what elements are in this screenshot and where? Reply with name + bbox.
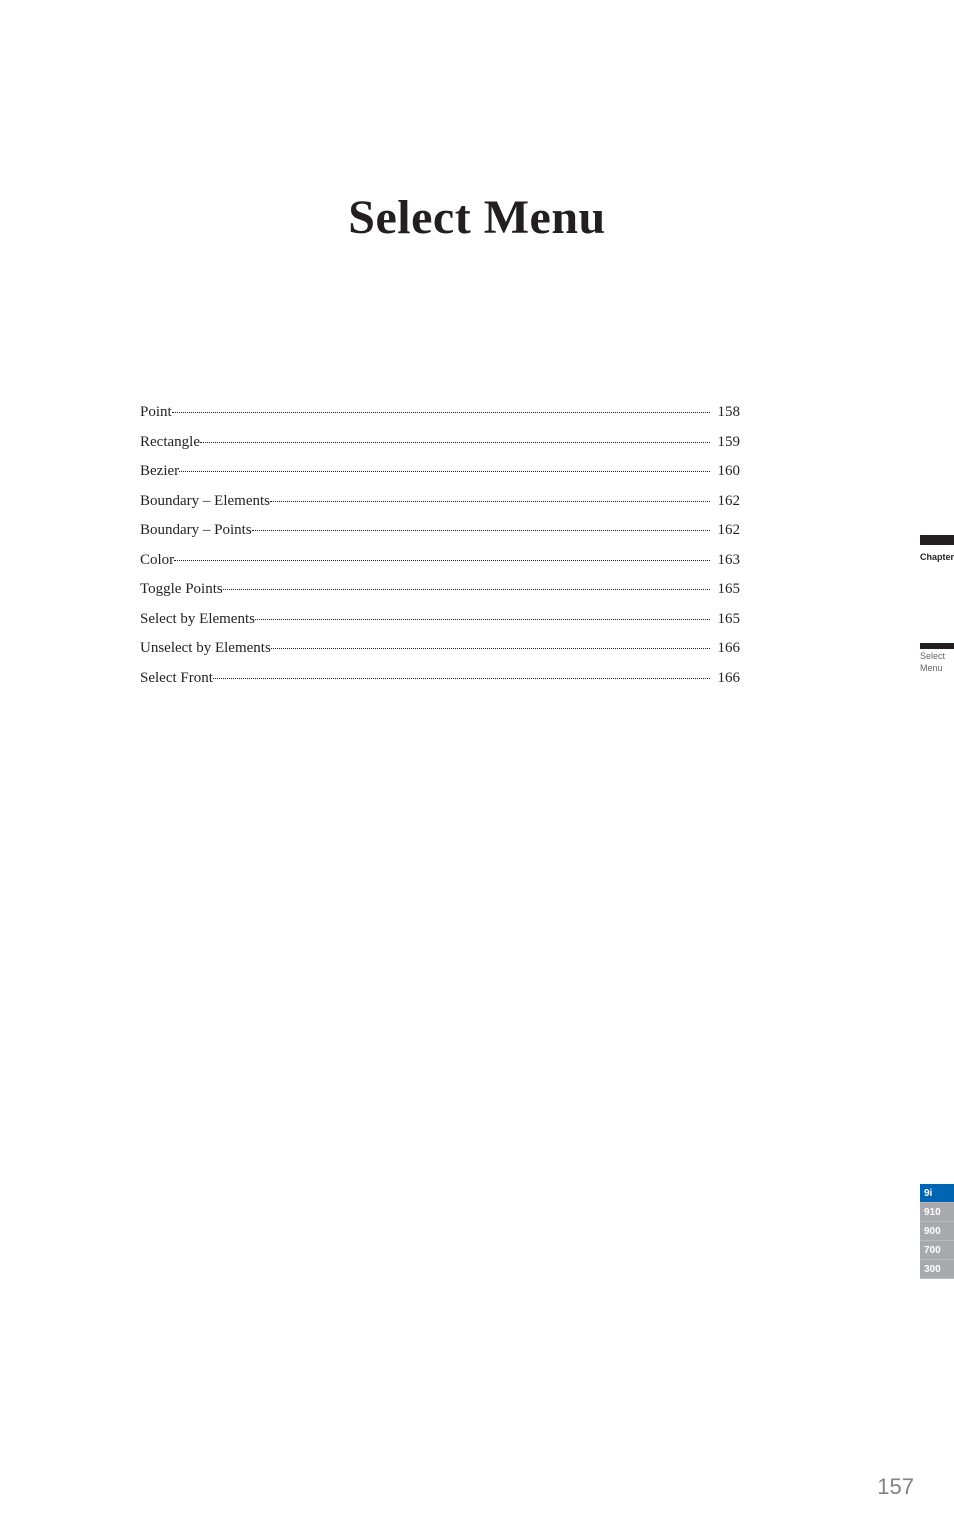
- toc-row: Boundary – Points 162: [140, 518, 740, 544]
- toc-page: 158: [712, 400, 741, 426]
- section-tab-bar: [920, 643, 954, 649]
- toc-label: Select Front: [140, 666, 213, 692]
- toc-page: 165: [712, 607, 741, 633]
- toc-page: 163: [712, 548, 741, 574]
- page-title: Select Menu: [0, 190, 954, 245]
- toc-row: Color 163: [140, 548, 740, 574]
- model-tab: 910: [920, 1203, 954, 1222]
- toc-label: Color: [140, 548, 174, 574]
- toc-label: Point: [140, 400, 172, 426]
- model-tabs: 9i910900700300: [920, 1184, 954, 1279]
- toc-row: Select Front 166: [140, 666, 740, 692]
- section-line-1: Select: [920, 651, 954, 663]
- toc-page: 162: [712, 489, 741, 515]
- chapter-tab-bar: [920, 535, 954, 545]
- toc-leader: [172, 412, 710, 413]
- toc-leader: [255, 619, 710, 620]
- toc-leader: [271, 648, 710, 649]
- toc-label: Toggle Points: [140, 577, 223, 603]
- toc-label: Boundary – Points: [140, 518, 252, 544]
- chapter-prefix: Chapter: [920, 552, 954, 562]
- section-tab: Select Menu: [920, 643, 954, 674]
- model-tab: 9i: [920, 1184, 954, 1203]
- toc-page: 166: [712, 636, 741, 662]
- toc-row: Boundary – Elements 162: [140, 489, 740, 515]
- chapter-tab: Chapter2: [920, 535, 954, 565]
- toc-row: Unselect by Elements 166: [140, 636, 740, 662]
- toc-row: Toggle Points 165: [140, 577, 740, 603]
- model-tab: 700: [920, 1241, 954, 1260]
- toc-page: 166: [712, 666, 741, 692]
- toc-row: Bezier 160: [140, 459, 740, 485]
- toc-label: Unselect by Elements: [140, 636, 271, 662]
- toc-label: Boundary – Elements: [140, 489, 270, 515]
- chapter-tab-label: Chapter2: [920, 547, 954, 565]
- toc-page: 162: [712, 518, 741, 544]
- toc-label: Bezier: [140, 459, 179, 485]
- toc-leader: [223, 589, 710, 590]
- model-tab: 900: [920, 1222, 954, 1241]
- toc-leader: [213, 678, 710, 679]
- toc-leader: [270, 501, 710, 502]
- toc-page: 165: [712, 577, 741, 603]
- toc-label: Rectangle: [140, 430, 200, 456]
- toc-leader: [179, 471, 709, 472]
- section-tab-label: Select Menu: [920, 651, 954, 674]
- toc-page: 160: [712, 459, 741, 485]
- page-number: 157: [877, 1474, 914, 1500]
- toc-row: Point 158: [140, 400, 740, 426]
- toc-label: Select by Elements: [140, 607, 255, 633]
- toc-leader: [252, 530, 710, 531]
- table-of-contents: Point 158 Rectangle 159 Bezier 160 Boundary – …: [140, 400, 740, 691]
- model-tab: 300: [920, 1260, 954, 1279]
- toc-leader: [200, 442, 710, 443]
- toc-page: 159: [712, 430, 741, 456]
- toc-row: Select by Elements 165: [140, 607, 740, 633]
- toc-leader: [174, 560, 709, 561]
- toc-row: Rectangle 159: [140, 430, 740, 456]
- section-line-2: Menu: [920, 663, 954, 675]
